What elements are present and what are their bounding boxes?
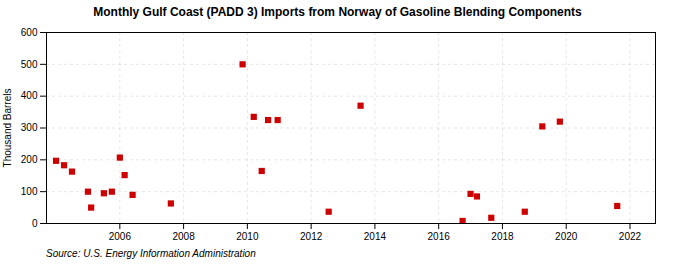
svg-text:2018: 2018 bbox=[491, 231, 514, 242]
svg-text:2012: 2012 bbox=[300, 231, 323, 242]
svg-text:2006: 2006 bbox=[109, 231, 132, 242]
svg-text:2014: 2014 bbox=[364, 231, 387, 242]
html-text:Monthly Gulf Coast (PADD 3) Im: Monthly Gulf Coast (PADD 3) Imports from… bbox=[93, 5, 582, 19]
svg-text:2022: 2022 bbox=[619, 231, 642, 242]
svg-text:0: 0 bbox=[32, 218, 38, 229]
svg-text:400: 400 bbox=[21, 90, 38, 101]
svg-text:300: 300 bbox=[21, 122, 38, 133]
svg-text:2016: 2016 bbox=[428, 231, 451, 242]
svg-text:Thousand Barrels: Thousand Barrels bbox=[2, 89, 13, 168]
svg-text:500: 500 bbox=[21, 59, 38, 70]
svg-text:200: 200 bbox=[21, 154, 38, 165]
svg-text:2008: 2008 bbox=[172, 231, 195, 242]
svg-text:2020: 2020 bbox=[555, 231, 578, 242]
html-text:Source: U.S. Energy Informatio: Source: U.S. Energy Information Administ… bbox=[46, 248, 256, 259]
svg-text:2010: 2010 bbox=[236, 231, 259, 242]
svg-text:600: 600 bbox=[21, 27, 38, 38]
svg-text:100: 100 bbox=[21, 186, 38, 197]
